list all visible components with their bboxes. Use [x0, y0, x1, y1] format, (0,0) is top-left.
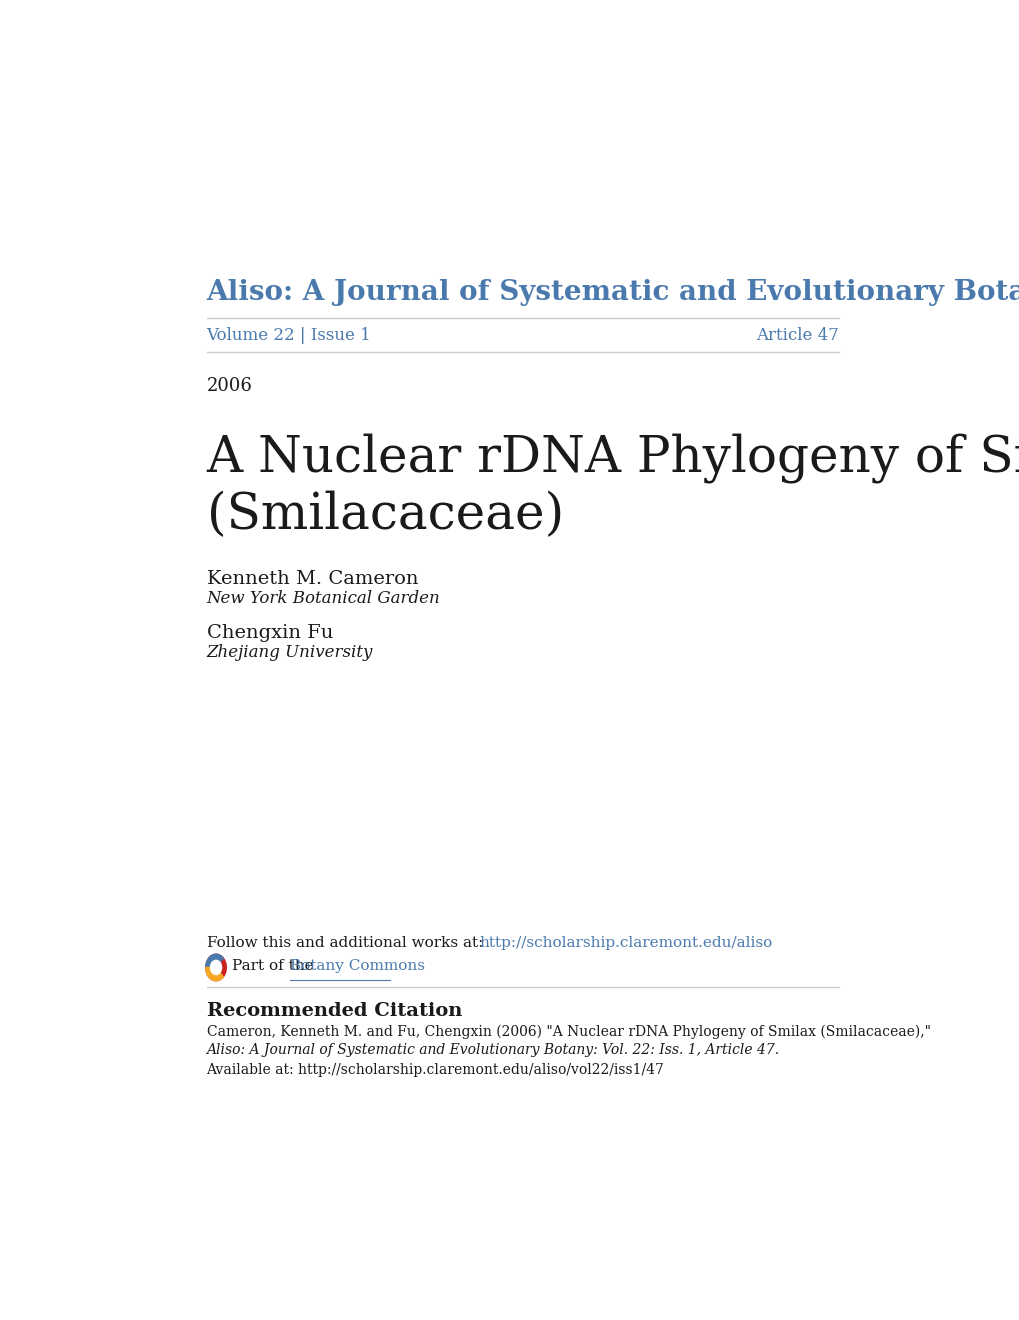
Text: Article 47: Article 47: [755, 327, 839, 343]
Text: Volume 22 | Issue 1: Volume 22 | Issue 1: [206, 327, 371, 343]
Text: Kenneth M. Cameron: Kenneth M. Cameron: [206, 570, 418, 587]
Text: Part of the: Part of the: [231, 960, 318, 973]
Text: Aliso: A Journal of Systematic and Evolutionary Botany: Vol. 22: Iss. 1, Article: Aliso: A Journal of Systematic and Evolu…: [206, 1043, 779, 1057]
Text: A Nuclear rDNA Phylogeny of Smilax
(Smilacaceae): A Nuclear rDNA Phylogeny of Smilax (Smil…: [206, 433, 1019, 540]
Circle shape: [210, 961, 221, 974]
Text: New York Botanical Garden: New York Botanical Garden: [206, 590, 440, 607]
Text: Aliso: A Journal of Systematic and Evolutionary Botany: Aliso: A Journal of Systematic and Evolu…: [206, 279, 1019, 306]
Wedge shape: [206, 954, 223, 968]
Text: Zhejiang University: Zhejiang University: [206, 644, 373, 661]
Text: Follow this and additional works at:: Follow this and additional works at:: [206, 936, 487, 950]
Text: 2006: 2006: [206, 378, 252, 395]
Text: Available at: http://scholarship.claremont.edu/aliso/vol22/iss1/47: Available at: http://scholarship.claremo…: [206, 1063, 663, 1077]
Wedge shape: [206, 968, 223, 981]
Text: Cameron, Kenneth M. and Fu, Chengxin (2006) "A Nuclear rDNA Phylogeny of Smilax : Cameron, Kenneth M. and Fu, Chengxin (20…: [206, 1024, 929, 1039]
Text: Recommended Citation: Recommended Citation: [206, 1002, 462, 1020]
Text: Chengxin Fu: Chengxin Fu: [206, 624, 332, 642]
Text: http://scholarship.claremont.edu/aliso: http://scholarship.claremont.edu/aliso: [479, 936, 771, 950]
Circle shape: [206, 954, 226, 981]
Text: Botany Commons: Botany Commons: [289, 960, 424, 973]
